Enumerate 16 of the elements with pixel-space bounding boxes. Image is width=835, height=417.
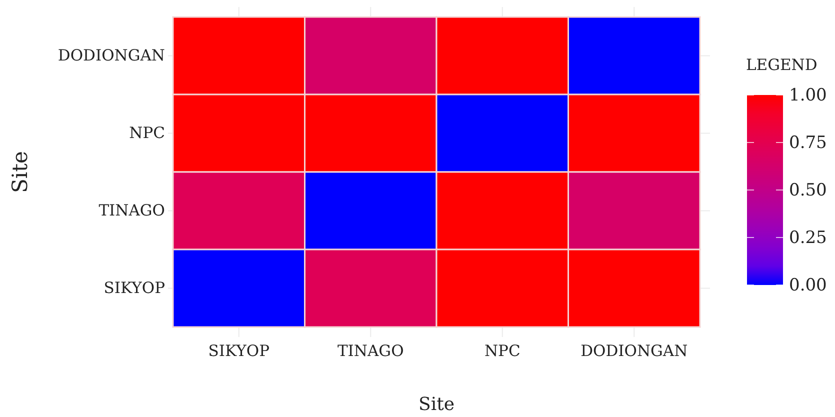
color-bar-label: 0.50 [789,180,827,200]
x-tick-label: TINAGO [337,342,404,360]
y-tick-label: DODIONGAN [58,46,165,65]
y-tick-label: NPC [129,124,165,142]
x-tick-label: NPC [484,342,520,360]
color-bar-label: 0.75 [789,132,827,153]
x-axis-title: Site [418,394,454,415]
color-bar-label: 0.25 [789,228,827,248]
x-tick-label: DODIONGAN [580,342,688,360]
y-tick-label: SIKYOP [104,279,165,298]
color-bar-label: 1.00 [789,85,827,106]
legend-title: LEGEND [746,56,818,74]
x-tick-label: SIKYOP [208,342,270,360]
y-axis-title: Site [8,151,32,193]
y-tick-label: TINAGO [98,202,165,220]
color-bar-label: 0.00 [789,275,827,296]
